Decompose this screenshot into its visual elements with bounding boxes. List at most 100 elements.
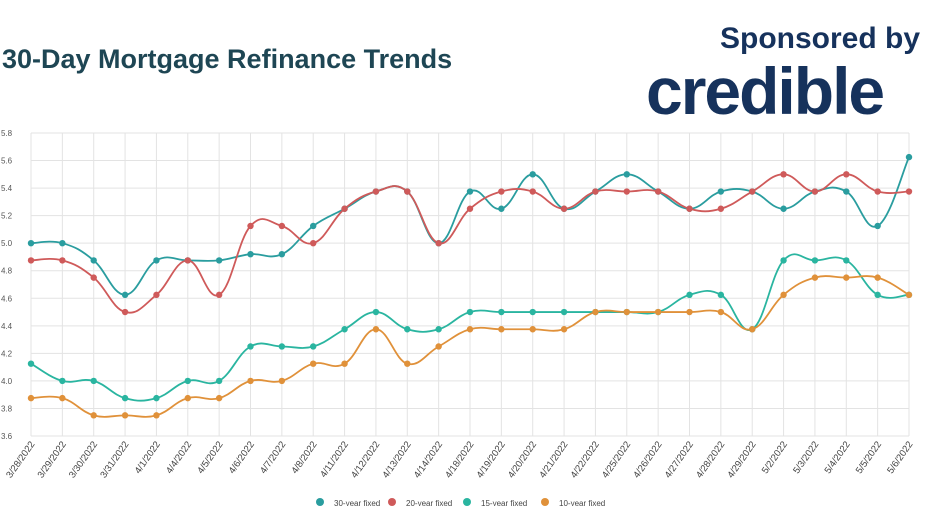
data-point-30-year-fixed (905, 153, 913, 161)
data-point-20-year-fixed (560, 205, 568, 212)
x-tick-label: 3/28/2022 (4, 439, 37, 480)
legend-marker-20-year-fixed[interactable] (388, 498, 396, 506)
data-point-20-year-fixed (529, 188, 536, 195)
x-tick-label: 5/6/2022 (885, 439, 915, 476)
x-tick-label: 4/12/2022 (349, 439, 382, 480)
data-point-15-year-fixed (121, 394, 129, 402)
x-tick-label: 4/20/2022 (506, 439, 539, 480)
legend-marker-30-year-fixed[interactable] (316, 498, 324, 506)
data-point-10-year-fixed (686, 308, 693, 316)
data-point-10-year-fixed (404, 360, 411, 367)
series-line-20-year-fixed (30, 173, 910, 314)
data-point-20-year-fixed (498, 188, 505, 195)
x-tick-label: 4/27/2022 (663, 439, 696, 480)
x-tick-label: 5/5/2022 (854, 439, 884, 476)
data-point-10-year-fixed (278, 377, 286, 385)
data-point-20-year-fixed (247, 222, 254, 230)
data-point-10-year-fixed (905, 291, 913, 299)
data-point-30-year-fixed (874, 222, 881, 230)
gridlines (30, 132, 910, 437)
data-point-10-year-fixed (184, 394, 191, 402)
data-point-15-year-fixed (215, 377, 223, 385)
data-point-20-year-fixed (59, 257, 66, 264)
y-tick-label: 3.8 (1, 404, 13, 413)
data-point-30-year-fixed (717, 188, 725, 195)
data-point-20-year-fixed (466, 205, 474, 212)
data-point-10-year-fixed (717, 308, 725, 316)
data-point-20-year-fixed (372, 188, 380, 195)
data-point-20-year-fixed (153, 291, 160, 299)
data-point-20-year-fixed (749, 188, 756, 195)
data-point-15-year-fixed (717, 291, 725, 299)
y-tick-label: 4.6 (1, 294, 13, 303)
sponsor-label: Sponsored by (720, 22, 921, 55)
data-point-20-year-fixed (780, 171, 787, 178)
data-point-20-year-fixed (843, 171, 850, 178)
legend[interactable]: 30-year fixed 20-year fixed 15-year fixed 1… (316, 498, 605, 506)
data-point-15-year-fixed (247, 343, 254, 350)
data-point-10-year-fixed (466, 326, 474, 333)
x-tick-label: 4/14/2022 (412, 439, 445, 480)
credible-logo: credible (646, 54, 885, 128)
data-point-15-year-fixed (466, 308, 474, 316)
data-point-20-year-fixed (654, 188, 662, 195)
data-point-10-year-fixed (529, 326, 536, 333)
data-point-20-year-fixed (310, 239, 317, 247)
data-point-10-year-fixed (215, 394, 223, 402)
x-tick-label: 4/4/2022 (164, 439, 194, 476)
data-point-10-year-fixed (372, 326, 380, 333)
data-point-10-year-fixed (59, 394, 66, 402)
data-point-10-year-fixed (498, 326, 505, 333)
chart-title: 30-Day Mortgage Refinance Trends (2, 44, 453, 74)
data-point-15-year-fixed (498, 308, 505, 316)
x-tick-label: 3/30/2022 (67, 439, 100, 480)
data-point-10-year-fixed (623, 308, 630, 316)
data-point-15-year-fixed (27, 360, 35, 367)
legend-label-15-year-fixed[interactable]: 15-year fixed (481, 499, 527, 506)
y-tick-label: 5.6 (1, 157, 13, 166)
x-tick-label: 4/1/2022 (133, 439, 163, 476)
data-point-30-year-fixed (278, 251, 286, 258)
x-tick-label: 4/8/2022 (289, 439, 319, 476)
data-point-10-year-fixed (247, 377, 254, 385)
x-tick-label: 5/3/2022 (791, 439, 821, 476)
data-point-10-year-fixed (811, 274, 819, 281)
data-point-15-year-fixed (341, 326, 348, 333)
data-point-30-year-fixed (310, 222, 317, 230)
data-point-30-year-fixed (90, 257, 97, 264)
data-point-20-year-fixed (215, 291, 223, 299)
x-tick-label: 4/13/2022 (380, 439, 413, 480)
data-point-10-year-fixed (435, 343, 442, 350)
x-tick-label: 4/6/2022 (227, 439, 257, 476)
data-point-20-year-fixed (435, 239, 442, 247)
x-tick-label: 4/22/2022 (569, 439, 602, 480)
y-tick-label: 4.8 (1, 267, 13, 276)
data-point-15-year-fixed (560, 308, 568, 316)
y-tick-label: 5.0 (1, 239, 13, 248)
data-point-20-year-fixed (623, 188, 630, 195)
data-point-20-year-fixed (341, 205, 348, 212)
legend-label-30-year-fixed[interactable]: 30-year fixed (334, 499, 380, 506)
data-point-30-year-fixed (59, 239, 66, 247)
data-point-20-year-fixed (184, 257, 191, 264)
data-point-10-year-fixed (310, 360, 317, 367)
x-tick-label: 3/31/2022 (98, 439, 131, 480)
x-tick-label: 3/29/2022 (36, 439, 69, 480)
y-axis-ticks: 3.6 3.8 4.0 4.2 4.4 4.6 4.8 5.0 5.2 5.4 5.6 5.8 (1, 129, 13, 441)
data-point-15-year-fixed (372, 308, 380, 316)
x-tick-label: 4/26/2022 (631, 439, 664, 480)
legend-marker-15-year-fixed[interactable] (463, 498, 471, 506)
data-point-20-year-fixed (874, 188, 881, 195)
legend-label-20-year-fixed[interactable]: 20-year fixed (406, 499, 452, 506)
legend-label-10-year-fixed[interactable]: 10-year fixed (559, 499, 605, 506)
legend-marker-10-year-fixed[interactable] (541, 498, 549, 506)
data-point-15-year-fixed (843, 257, 850, 264)
x-tick-label: 4/19/2022 (475, 439, 508, 480)
data-point-15-year-fixed (529, 308, 536, 316)
data-point-10-year-fixed (27, 394, 35, 402)
data-point-15-year-fixed (811, 257, 819, 264)
y-tick-label: 5.8 (1, 129, 13, 138)
data-point-20-year-fixed (592, 188, 599, 195)
data-point-15-year-fixed (874, 291, 881, 299)
